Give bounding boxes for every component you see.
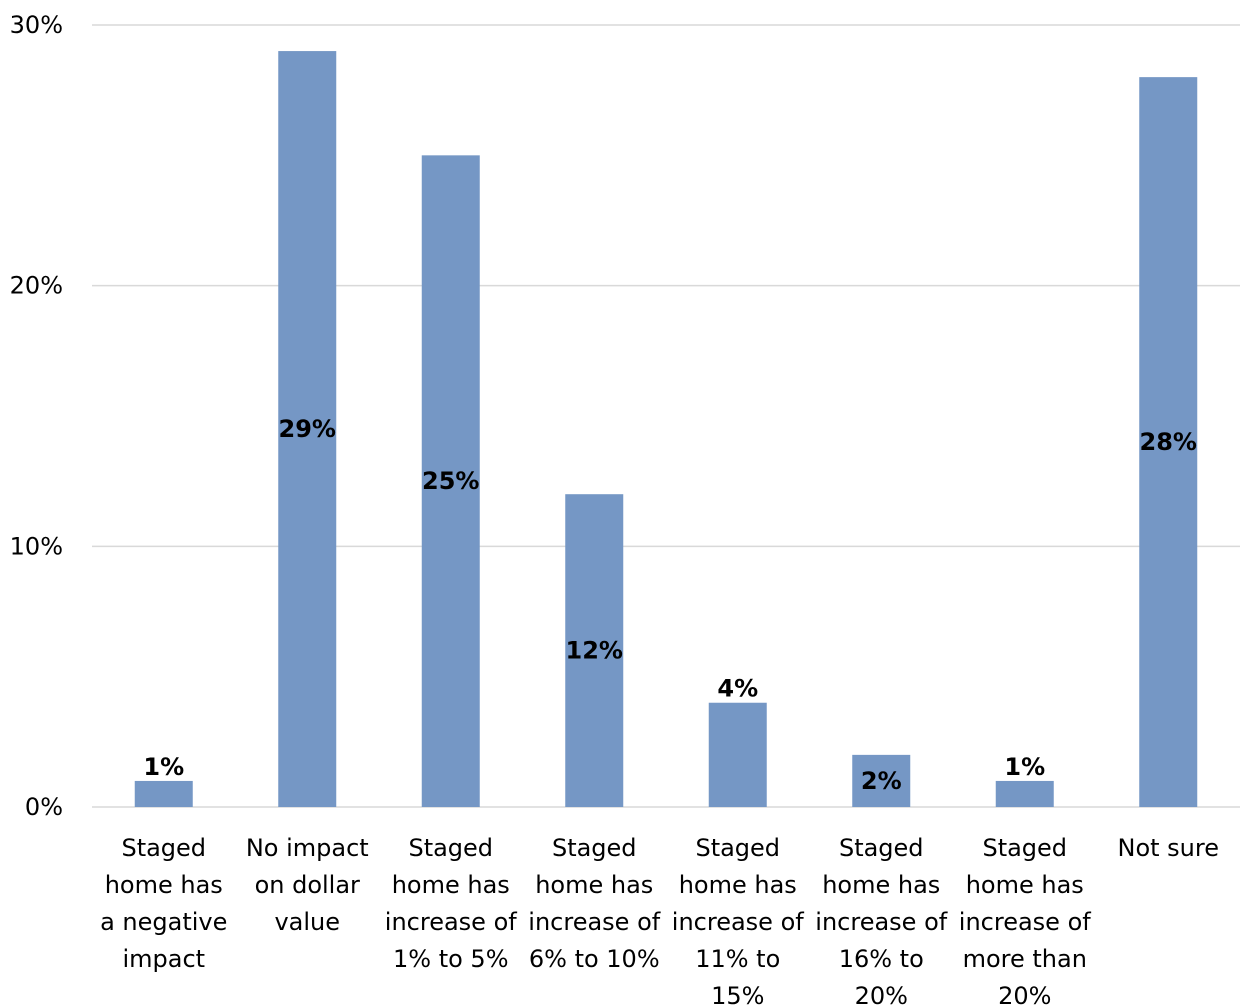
bar: [421, 155, 480, 808]
bar: [1139, 77, 1198, 808]
data-label: 1%: [1004, 753, 1045, 781]
y-axis-tick-labels: 0% 10% 20% 30%: [10, 11, 63, 821]
bar: [995, 780, 1054, 807]
y-tick-label: 20%: [10, 272, 63, 300]
gridlines: [92, 24, 1240, 808]
data-label: 2%: [861, 767, 902, 795]
bar: [134, 780, 193, 807]
category-label: Staged home has increase of 11% to 15%: [672, 834, 804, 1005]
data-label: 12%: [566, 637, 623, 665]
category-label: Staged home has increase of more than 20%: [959, 834, 1091, 1005]
data-label: 4%: [717, 675, 758, 703]
category-label: Not sure: [1118, 834, 1220, 862]
bar: [565, 494, 624, 807]
data-label: 28%: [1140, 428, 1197, 456]
data-label: 29%: [279, 415, 336, 443]
data-labels: 1% 29% 25% 12% 4% 2% 1% 28%: [143, 415, 1197, 795]
data-label: 1%: [143, 753, 184, 781]
category-label: Staged home has increase of 6% to 10%: [528, 834, 660, 973]
data-label: 25%: [422, 467, 479, 495]
y-tick-label: 30%: [10, 11, 63, 39]
y-tick-label: 10%: [10, 532, 63, 560]
bar: [708, 702, 767, 807]
y-tick-label: 0%: [25, 793, 63, 821]
category-label: Staged home has increase of 1% to 5%: [385, 834, 517, 973]
bar: [852, 754, 911, 807]
category-label: No impact on dollar value: [246, 834, 369, 936]
category-label: Staged home has increase of 16% to 20%: [815, 834, 947, 1005]
bars: [134, 51, 1198, 808]
category-label: Staged home has a negative impact: [100, 834, 227, 973]
bar: [278, 51, 337, 808]
